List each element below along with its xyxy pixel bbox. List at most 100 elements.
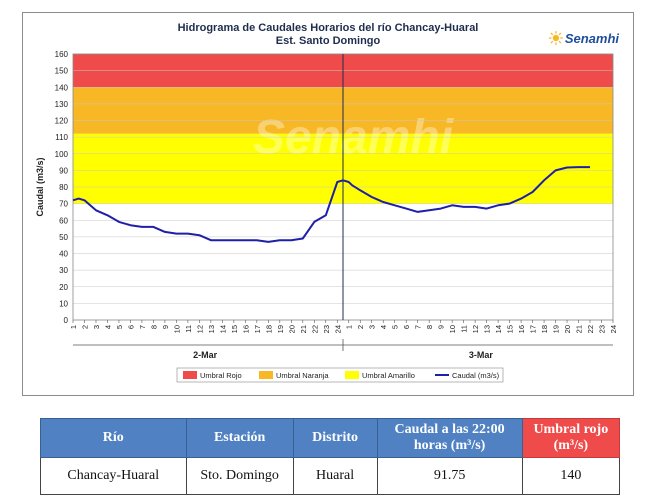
legend-swatch-2 (345, 371, 359, 379)
x-tick-label-40: 17 (529, 325, 538, 333)
chart-title-line2: Est. Santo Domingo (275, 35, 381, 47)
x-tick-label-27: 4 (379, 325, 388, 329)
y-tick-label-10: 100 (55, 150, 69, 159)
header-estacion: Estación (185, 418, 294, 458)
x-tick-label-39: 16 (517, 325, 526, 333)
y-tick-label-3: 30 (59, 266, 68, 275)
watermark-text: Senamhi (253, 111, 455, 164)
x-tick-label-19: 20 (287, 325, 296, 333)
x-tick-label-38: 15 (506, 325, 515, 333)
day-label-0: 2-Mar (193, 350, 218, 360)
header-distrito: Distrito (292, 418, 378, 458)
chart-title-line1: Hidrograma de Caudales Horarios del río … (177, 22, 479, 34)
header-rio: Río (40, 418, 187, 458)
x-tick-label-37: 14 (494, 325, 503, 333)
x-tick-label-33: 10 (448, 325, 457, 333)
y-tick-label-5: 50 (59, 233, 68, 242)
x-tick-label-15: 16 (241, 325, 250, 333)
x-tick-label-18: 19 (276, 325, 285, 333)
logo-text: Senamhi (564, 30, 619, 46)
x-tick-label-10: 11 (184, 325, 193, 333)
x-tick-label-6: 7 (138, 325, 147, 329)
legend-label-0: Umbral Rojo (200, 371, 242, 380)
x-tick-label-24: 1 (345, 325, 354, 329)
y-tick-label-16: 160 (55, 50, 69, 59)
x-tick-label-46: 23 (598, 325, 607, 333)
x-tick-label-47: 24 (609, 325, 618, 333)
x-tick-label-25: 2 (356, 325, 365, 329)
cell-caudal: 91.75 (376, 457, 523, 495)
chart-svg: Senamhi010203040506070809010011012013014… (35, 50, 618, 383)
chart-title: Hidrograma de Caudales Horarios del río … (23, 22, 633, 48)
x-tick-label-28: 5 (391, 325, 400, 329)
x-tick-label-36: 13 (483, 325, 492, 333)
table-header-row: Río Estación Distrito Caudal a las 22:00… (40, 418, 621, 458)
y-tick-label-0: 0 (64, 316, 69, 325)
y-tick-label-1: 10 (59, 299, 68, 308)
legend-label-2: Umbral Amarillo (362, 371, 415, 380)
x-tick-label-30: 7 (414, 325, 423, 329)
y-tick-label-13: 130 (55, 100, 69, 109)
y-tick-label-14: 140 (55, 83, 69, 92)
x-tick-label-3: 4 (103, 325, 112, 329)
x-tick-label-26: 3 (368, 325, 377, 329)
x-tick-label-12: 13 (207, 325, 216, 333)
x-tick-label-32: 9 (437, 325, 446, 329)
chart-frame: Hidrograma de Caudales Horarios del río … (22, 12, 634, 396)
sun-icon (549, 31, 563, 45)
y-tick-label-4: 40 (59, 250, 68, 259)
x-tick-label-44: 21 (575, 325, 584, 333)
y-axis-label: Caudal (m3/s) (35, 157, 45, 216)
x-tick-label-14: 15 (230, 325, 239, 333)
legend-swatch-1 (259, 371, 273, 379)
x-tick-label-21: 22 (310, 325, 319, 333)
x-tick-label-34: 11 (460, 325, 469, 333)
y-tick-label-12: 120 (55, 117, 69, 126)
x-tick-label-13: 14 (218, 325, 227, 333)
header-caudal: Caudal a las 22:00 horas (m³/s) (376, 418, 523, 458)
x-tick-label-5: 6 (126, 325, 135, 329)
cell-rio: Chancay-Huaral (40, 457, 187, 495)
x-tick-label-45: 22 (586, 325, 595, 333)
y-tick-label-6: 60 (59, 216, 68, 225)
y-tick-label-9: 90 (59, 166, 68, 175)
x-tick-label-43: 20 (563, 325, 572, 333)
x-tick-label-1: 2 (80, 325, 89, 329)
x-tick-label-42: 19 (552, 325, 561, 333)
x-tick-label-11: 12 (195, 325, 204, 333)
legend-label-3: Caudal (m3/s) (452, 371, 500, 380)
x-tick-label-8: 9 (161, 325, 170, 329)
table-row: Chancay-Huaral Sto. Domingo Huaral 91.75… (40, 457, 621, 495)
x-tick-label-23: 24 (333, 325, 342, 333)
senamhi-logo: Senamhi (549, 23, 619, 53)
x-tick-label-4: 5 (115, 325, 124, 329)
x-tick-label-2: 3 (92, 325, 101, 329)
y-tick-label-11: 110 (55, 133, 68, 142)
legend-box (176, 367, 504, 383)
x-tick-label-16: 17 (253, 325, 262, 333)
series-line-0 (72, 166, 590, 243)
x-tick-label-41: 18 (540, 325, 549, 333)
legend-label-1: Umbral Naranja (276, 371, 329, 380)
cell-umbral: 140 (521, 457, 621, 495)
y-tick-label-8: 80 (59, 183, 68, 192)
y-tick-label-2: 20 (59, 283, 68, 292)
x-tick-label-22: 23 (322, 325, 331, 333)
x-tick-label-9: 10 (172, 325, 181, 333)
x-tick-label-29: 6 (402, 325, 411, 329)
x-tick-label-20: 21 (299, 325, 308, 333)
day-label-1: 3-Mar (469, 350, 494, 360)
cell-distrito: Huaral (292, 457, 378, 495)
x-tick-label-7: 8 (149, 325, 158, 329)
y-tick-label-7: 70 (59, 200, 68, 209)
x-tick-label-35: 12 (471, 325, 480, 333)
x-tick-label-31: 8 (425, 325, 434, 329)
station-table: Río Estación Distrito Caudal a las 22:00… (40, 418, 621, 495)
header-umbral: Umbral rojo (m³/s) (521, 418, 621, 458)
x-tick-label-17: 18 (264, 325, 273, 333)
cell-estacion: Sto. Domingo (185, 457, 294, 495)
x-tick-label-0: 1 (69, 325, 78, 329)
legend-swatch-0 (183, 371, 197, 379)
station-table-wrap: Río Estación Distrito Caudal a las 22:00… (40, 418, 621, 495)
y-tick-label-15: 150 (55, 67, 69, 76)
